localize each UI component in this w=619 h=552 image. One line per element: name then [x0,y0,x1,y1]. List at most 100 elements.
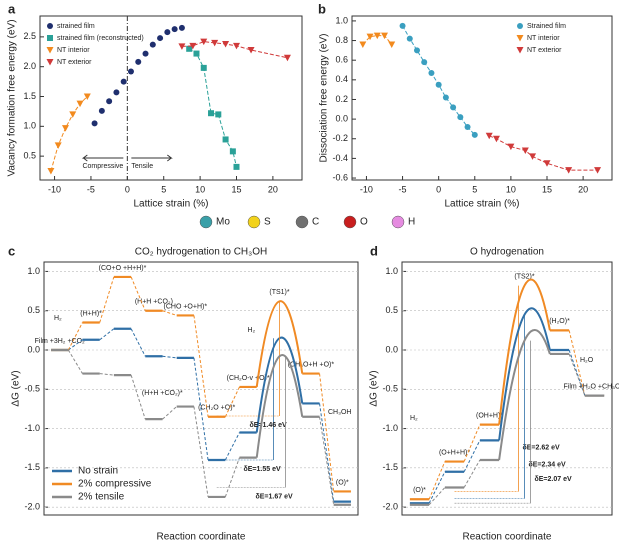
connector [568,330,586,396]
series-line [362,35,393,45]
barrier-label: δE=1.67 eV [256,493,293,500]
x-tick-label: -5 [399,184,407,194]
transition-curve [255,353,304,458]
panel-label: c [8,243,15,258]
marker [149,41,156,48]
y-tick-label: 0.5 [23,151,36,161]
marker [594,167,602,174]
series-line [50,96,88,172]
panel-label: a [8,1,16,16]
x-tick-label: 20 [268,184,278,194]
marker [157,35,164,42]
marker [46,59,54,66]
y-tick-label: -1.5 [382,462,398,472]
y-tick-label: -0.5 [382,384,398,394]
marker [127,68,134,75]
annotation: H₂ [410,415,418,422]
state-label: (CH₂O +O)* [198,405,235,412]
legend-label: NT exterior [527,47,562,54]
annotation: H₂O [580,357,594,364]
atom-label: Mo [216,217,230,228]
y-tick-label: 0.0 [385,344,398,354]
x-tick-label: -10 [360,184,373,194]
x-axis-label: Lattice strain (%) [133,199,208,210]
connector [193,406,209,498]
atom-label: O [360,217,368,228]
x-tick-label: -10 [48,184,61,194]
marker [516,35,524,42]
y-tick-label: 0.5 [385,305,398,315]
marker [388,41,396,48]
marker [91,120,98,127]
state-label: (O)* [336,479,349,486]
connector [162,310,177,316]
connector [224,457,240,498]
connector [463,424,481,462]
marker [47,35,53,41]
marker [61,125,69,132]
state-label: (O+H+H)* [439,449,470,456]
connector [68,339,83,351]
legend-label: No strain [78,466,118,477]
marker [521,147,529,155]
marker [47,168,55,175]
x-tick-label: 0 [436,184,441,194]
marker [215,111,222,118]
annotation: CH₃OH [328,409,351,416]
connector [130,328,146,357]
legend-label: strained film (reconstructed) [57,35,144,42]
marker [142,50,149,57]
annotation: H₂ [54,315,62,322]
y-tick-label: 0.8 [335,35,348,45]
marker [106,98,113,105]
marker [47,23,53,29]
connector [428,487,446,506]
marker [186,45,193,52]
state-label: (CH₂O-v +O)* [227,375,270,382]
y-tick-label: 1.0 [385,266,398,276]
connector [568,353,586,396]
barrier-label: δE=1.55 eV [244,466,281,473]
atom-label: S [264,217,271,228]
connector [224,386,240,417]
state-label: Film +H₂O +CH₃OH [564,383,619,390]
connector [162,406,177,420]
y-tick-label: -2.0 [382,502,398,512]
y-axis-label: ΔG (eV) [11,370,22,406]
legend-label: strained film [57,23,95,30]
state-label: (TS2)* [514,273,535,280]
atom-swatch [343,215,357,229]
x-tick-label: 0 [125,184,130,194]
legend-label: 2% tensile [78,492,125,503]
series-line [188,48,237,167]
marker [211,39,219,47]
y-tick-label: 0.6 [335,55,348,65]
y-axis-label: Vacancy formation free energy (eV) [7,19,18,176]
y-axis-label: Dissociation free energy (eV) [319,34,330,163]
connector [193,315,209,417]
marker [517,23,523,29]
marker [189,42,197,50]
plot-frame [39,15,303,181]
marker [359,41,367,48]
marker [247,46,255,54]
connector [67,349,83,374]
connector [428,461,446,500]
panel-subtitle: CO₂ hydrogenation to CH₃OH [135,247,267,258]
atom-label: H [408,217,415,228]
series-line [402,25,476,136]
marker [54,142,62,149]
y-tick-label: 1.0 [27,266,40,276]
atom-swatch [199,215,213,229]
marker [485,132,493,140]
x-axis-label: Reaction coordinate [157,532,246,543]
marker [164,29,171,36]
marker [83,93,91,101]
marker [233,42,240,50]
barrier-label: δE=2.34 eV [529,461,566,468]
connector [162,355,177,359]
y-tick-label: -1.0 [382,423,398,433]
marker [113,89,120,96]
marker [46,47,54,54]
marker [435,81,442,88]
